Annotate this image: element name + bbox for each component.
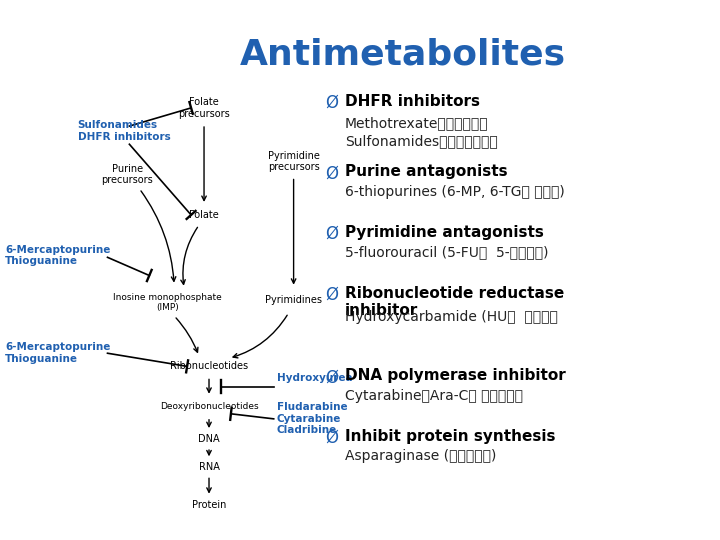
Text: Ø: Ø [325,429,338,447]
Text: Ø: Ø [325,225,338,243]
Text: DHFR inhibitors: DHFR inhibitors [345,94,480,109]
Text: Pyrimidine
precursors: Pyrimidine precursors [268,151,320,172]
Text: Folate: Folate [189,210,219,220]
Text: Hydroxycarbamide (HU，  羟基脲）: Hydroxycarbamide (HU， 羟基脲） [345,310,558,324]
Text: Inosine monophosphate
(IMP): Inosine monophosphate (IMP) [113,293,222,313]
Text: Sulfonamides（磺胺类药物）: Sulfonamides（磺胺类药物） [345,134,498,148]
Text: Ø: Ø [325,165,338,183]
Text: Ø: Ø [325,368,338,387]
Text: Inhibit protein synthesis: Inhibit protein synthesis [345,429,556,444]
Text: DNA: DNA [198,434,220,444]
Text: 6-Mercaptopurine
Thioguanine: 6-Mercaptopurine Thioguanine [5,245,110,266]
Text: Ribonucleotides: Ribonucleotides [170,361,248,372]
Text: 6-thiopurines (6-MP, 6-TG， 硫嘧呑): 6-thiopurines (6-MP, 6-TG， 硫嘧呑) [345,185,564,199]
Text: Ø: Ø [325,94,338,112]
Text: Pyrimidine antagonists: Pyrimidine antagonists [345,225,544,240]
Text: Purine antagonists: Purine antagonists [345,165,508,179]
Text: Methotrexate（氨甲蝶呑）: Methotrexate（氨甲蝶呑） [345,116,489,130]
Text: Folate
precursors: Folate precursors [178,97,230,119]
Text: Fludarabine
Cytarabine
Cladribine: Fludarabine Cytarabine Cladribine [276,402,347,435]
Text: Ribonucleotide reductase
inhibitor: Ribonucleotide reductase inhibitor [345,286,564,318]
Text: Asparaginase (门冬酰胺酶): Asparaginase (门冬酰胺酶) [345,449,496,463]
Text: Cytarabine（Ara-C， 阿糖胞苷）: Cytarabine（Ara-C， 阿糖胞苷） [345,389,523,402]
Text: Hydroxyurea: Hydroxyurea [276,374,352,383]
Text: Ø: Ø [325,286,338,303]
Text: DNA polymerase inhibitor: DNA polymerase inhibitor [345,368,566,383]
Text: Pyrimidines: Pyrimidines [265,295,322,305]
Text: Sulfonamides
DHFR inhibitors: Sulfonamides DHFR inhibitors [78,120,171,142]
Text: 5-fluorouracil (5-FU，  5-氟尿嘚啶): 5-fluorouracil (5-FU， 5-氟尿嘚啶) [345,245,549,259]
Text: 6-Mercaptopurine
Thioguanine: 6-Mercaptopurine Thioguanine [5,342,110,364]
Text: Protein: Protein [192,500,226,510]
Text: Purine
precursors: Purine precursors [102,164,153,185]
Text: Antimetabolites: Antimetabolites [240,38,566,72]
Text: Deoxyribonucleotides: Deoxyribonucleotides [160,402,258,411]
Text: RNA: RNA [199,462,220,472]
